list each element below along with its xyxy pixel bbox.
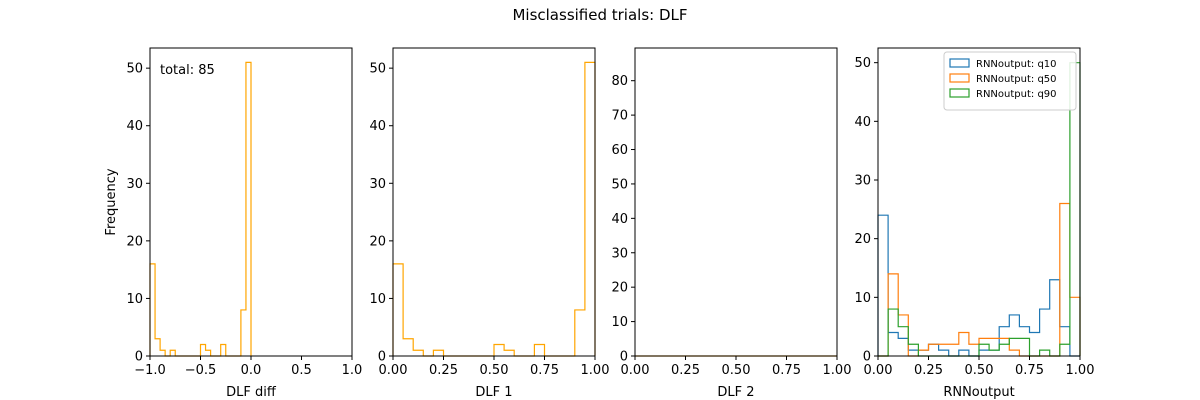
- y-tick-label: 30: [126, 177, 143, 192]
- x-tick-label: 0.0: [241, 363, 262, 378]
- axes-frame: [634, 47, 838, 357]
- x-axis-label: DLF 1: [475, 385, 512, 400]
- y-tick-label: 30: [611, 246, 628, 261]
- legend-swatch: [949, 73, 970, 83]
- y-tick-label: 20: [611, 281, 628, 296]
- chart-panel-2: 0.00 0.25 0.50 0.75 1.00 0 10 20 30 40 50 DLF 1: [369, 47, 610, 400]
- x-tick-label: 0.00: [864, 363, 893, 378]
- legend-swatch: [949, 58, 970, 68]
- x-tick-label: 1.00: [581, 363, 610, 378]
- y-tick-label: 10: [369, 292, 386, 307]
- y-tick-label: 0: [135, 350, 143, 365]
- x-tick-label: 0.75: [1015, 363, 1044, 378]
- legend: RNNoutput: q10 RNNoutput: q50 RNNoutput: q…: [943, 51, 1077, 111]
- x-axis-label: DLF 2: [717, 385, 754, 400]
- y-tick-label: 20: [126, 234, 143, 249]
- y-axis-label: Frequency: [104, 168, 119, 235]
- y-tick-label: 40: [854, 115, 871, 130]
- x-tick-label: 0.25: [914, 363, 943, 378]
- y-tick-label: 20: [854, 232, 871, 247]
- x-tick-label: 0.50: [965, 363, 994, 378]
- x-tick-label: −1.0: [134, 363, 166, 378]
- x-tick-label: 0.25: [429, 363, 458, 378]
- x-axis-label: RNNoutput: [943, 385, 1014, 400]
- y-tick-label: 10: [611, 315, 628, 330]
- legend-label: RNNoutput: q50: [976, 74, 1057, 85]
- y-tick-label: 50: [611, 177, 628, 192]
- x-tick-label: 0.50: [480, 363, 509, 378]
- x-axis-label: DLF diff: [226, 385, 277, 400]
- y-tick-label: 10: [126, 292, 143, 307]
- x-tick-label: 1.00: [823, 363, 852, 378]
- annotation-total: total: 85: [160, 63, 215, 78]
- legend-swatch: [949, 88, 970, 98]
- y-tick-label: 40: [369, 119, 386, 134]
- y-tick-label: 0: [620, 350, 628, 365]
- y-tick-label: 30: [854, 174, 871, 189]
- x-tick-label: −0.5: [185, 363, 217, 378]
- y-tick-label: 30: [369, 177, 386, 192]
- x-tick-label: 0.75: [772, 363, 801, 378]
- y-tick-label: 80: [611, 74, 628, 89]
- y-tick-label: 10: [854, 291, 871, 306]
- legend-label: RNNoutput: q10: [976, 59, 1057, 70]
- x-tick-label: 0.50: [722, 363, 751, 378]
- y-tick-label: 70: [611, 109, 628, 124]
- y-tick-label: 0: [378, 350, 386, 365]
- y-tick-label: 40: [611, 212, 628, 227]
- legend-box: [943, 51, 1077, 111]
- x-tick-label: 0.25: [671, 363, 700, 378]
- y-tick-label: 60: [611, 143, 628, 158]
- legend-label: RNNoutput: q90: [976, 89, 1057, 100]
- y-tick-label: 40: [126, 119, 143, 134]
- histogram-series-2-1: [392, 61, 596, 357]
- x-tick-label: 1.0: [342, 363, 363, 378]
- y-tick-label: 20: [369, 234, 386, 249]
- y-tick-label: 50: [369, 62, 386, 77]
- chart-panel-4: 0.00 0.25 0.50 0.75 1.00 0 10 20 30 40 50 RNNoutput…: [854, 47, 1095, 400]
- x-tick-label: 0.75: [530, 363, 559, 378]
- axes-frame: [392, 47, 596, 357]
- x-tick-label: 0.00: [621, 363, 650, 378]
- y-tick-label: 50: [854, 56, 871, 71]
- x-tick-label: 1.00: [1066, 363, 1095, 378]
- y-tick-label: 50: [126, 62, 143, 77]
- chart-panel-1: −1.0 −0.5 0.0 0.5 1.0 0 10 20 30 40 50 DLF diff Freq…: [104, 47, 363, 400]
- figure-title: Misclassified trials: DLF: [512, 6, 687, 24]
- x-tick-label: 0.5: [291, 363, 312, 378]
- chart-panel-3: 0.00 0.25 0.50 0.75 1.00 0 10 20 30 40 50 60 70 80 DLF…: [611, 47, 852, 400]
- y-tick-label: 0: [863, 350, 871, 365]
- x-tick-label: 0.00: [379, 363, 408, 378]
- histogram-series-1-1: [149, 61, 252, 357]
